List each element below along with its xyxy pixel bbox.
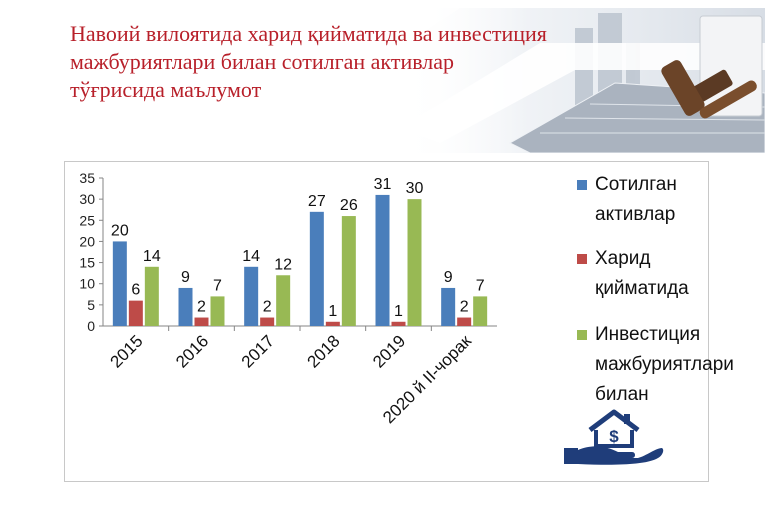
bar: [144, 266, 159, 326]
bar: [309, 211, 324, 326]
bar: [194, 317, 209, 326]
data-label: 1: [394, 303, 403, 320]
bar: [112, 241, 127, 326]
bar: [325, 321, 340, 326]
y-tick-label: 5: [87, 297, 95, 313]
gavel-keyboard-icon: [400, 8, 765, 153]
legend-label-purchase-value-2: қийматида: [595, 278, 689, 299]
bar: [128, 300, 143, 326]
bar: [244, 266, 259, 326]
legend-label-sold-assets-2: активлар: [595, 204, 676, 225]
bar: [407, 199, 422, 326]
page-title: Навоий вилоятида харид қийматида ва инве…: [70, 20, 630, 104]
data-label: 7: [213, 277, 222, 294]
data-label: 2: [263, 299, 272, 316]
y-tick-label: 15: [79, 255, 95, 271]
legend-label-investment-obligations-2: мажбуриятлари: [595, 354, 734, 375]
y-tick-label: 10: [79, 276, 95, 292]
bar: [473, 296, 488, 326]
x-tick-label: 2019: [369, 331, 409, 371]
data-label: 20: [111, 222, 129, 239]
legend-label-purchase-value-1: Харид: [595, 248, 651, 269]
title-line-3: тўғрисида маълумот: [70, 77, 262, 102]
data-label: 27: [308, 193, 326, 210]
bar: [341, 216, 356, 326]
chart-frame: 0 5 10 15 20 25 30 35 20 6 14 2015 9 2 7 2016 14 2 12 2017 2…: [64, 161, 734, 482]
legend-label-sold-assets-1: Сотилган: [595, 174, 677, 195]
y-tick-label: 20: [79, 233, 95, 249]
data-label: 7: [476, 277, 485, 294]
bar: [210, 296, 225, 326]
title-line-2: мажбуриятлари билан сотилган активлар: [70, 49, 455, 74]
data-label: 2: [197, 299, 206, 316]
bar: [457, 317, 472, 326]
bar: [441, 287, 456, 326]
bar: [391, 321, 406, 326]
bar: [178, 287, 193, 326]
legend-swatch-sold-assets: [577, 180, 587, 190]
data-label: 30: [406, 180, 424, 197]
x-tick-label: 2018: [303, 331, 343, 371]
data-label: 2: [460, 299, 469, 316]
data-label: 31: [374, 176, 392, 193]
x-tick-label: 2017: [238, 331, 278, 371]
svg-text:$: $: [609, 427, 619, 446]
y-tick-label: 0: [87, 318, 95, 334]
legend-label-investment-obligations-1: Инвестиция: [595, 324, 701, 345]
bar: [260, 317, 275, 326]
x-tick-label: 2015: [106, 331, 146, 371]
bar: [276, 275, 291, 326]
data-label: 14: [242, 248, 260, 265]
data-label: 12: [274, 256, 292, 273]
data-label: 1: [328, 303, 337, 320]
bar: [375, 194, 390, 326]
data-label: 14: [143, 248, 161, 265]
title-line-1: Навоий вилоятида харид қийматида ва инве…: [70, 21, 547, 46]
x-tick-label: 2016: [172, 331, 212, 371]
data-label: 9: [181, 269, 190, 286]
y-tick-label: 35: [79, 170, 95, 186]
data-label: 6: [131, 282, 140, 299]
data-label: 26: [340, 197, 358, 214]
data-label: 9: [444, 269, 453, 286]
house-dollar-hand-icon: $: [564, 409, 664, 465]
legend-label-investment-obligations-3: билан: [595, 384, 649, 405]
legend-swatch-purchase-value: [577, 254, 587, 264]
y-tick-label: 25: [79, 212, 95, 228]
bar-chart: 0510152025303520614201592720161421220172…: [79, 170, 497, 427]
y-tick-label: 30: [79, 191, 95, 207]
legend-swatch-investment-obligations: [577, 330, 587, 340]
